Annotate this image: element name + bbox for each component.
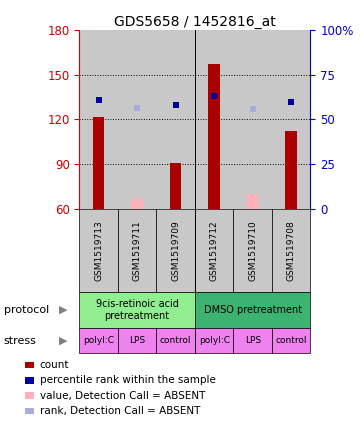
Text: control: control (275, 336, 307, 345)
Bar (170, 163, 182, 209)
Title: GDS5658 / 1452816_at: GDS5658 / 1452816_at (114, 14, 276, 29)
Text: GSM1519709: GSM1519709 (171, 220, 180, 281)
Text: GSM1519713: GSM1519713 (94, 220, 103, 281)
Bar (247, 195, 258, 209)
Bar (286, 132, 297, 209)
Text: ▶: ▶ (59, 305, 68, 315)
Text: polyI:C: polyI:C (199, 336, 230, 345)
Text: value, Detection Call = ABSENT: value, Detection Call = ABSENT (40, 391, 205, 401)
Text: stress: stress (4, 335, 36, 346)
Text: GSM1519711: GSM1519711 (133, 220, 142, 281)
Text: GSM1519710: GSM1519710 (248, 220, 257, 281)
Text: polyI:C: polyI:C (83, 336, 114, 345)
Text: DMSO pretreatment: DMSO pretreatment (204, 305, 302, 315)
Bar (208, 64, 220, 209)
Bar (93, 116, 104, 209)
Text: count: count (40, 360, 69, 370)
Text: 9cis-retinoic acid
pretreatment: 9cis-retinoic acid pretreatment (96, 299, 179, 321)
Text: protocol: protocol (4, 305, 49, 315)
Text: LPS: LPS (129, 336, 145, 345)
Text: control: control (160, 336, 191, 345)
Bar (131, 199, 143, 209)
Text: percentile rank within the sample: percentile rank within the sample (40, 376, 216, 385)
Text: ▶: ▶ (59, 335, 68, 346)
Text: GSM1519708: GSM1519708 (287, 220, 296, 281)
Text: LPS: LPS (245, 336, 261, 345)
Text: rank, Detection Call = ABSENT: rank, Detection Call = ABSENT (40, 406, 200, 416)
Text: GSM1519712: GSM1519712 (210, 220, 219, 281)
